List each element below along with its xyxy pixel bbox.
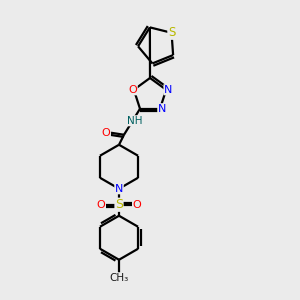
- Text: O: O: [133, 200, 141, 210]
- Text: CH₃: CH₃: [110, 273, 129, 283]
- Text: O: O: [102, 128, 110, 138]
- Text: N: N: [164, 85, 172, 95]
- Text: N: N: [115, 184, 123, 194]
- Text: O: O: [128, 85, 137, 95]
- Text: NH: NH: [127, 116, 143, 126]
- Text: N: N: [158, 104, 166, 114]
- Text: S: S: [115, 198, 123, 211]
- Text: O: O: [97, 200, 105, 210]
- Text: S: S: [168, 26, 175, 39]
